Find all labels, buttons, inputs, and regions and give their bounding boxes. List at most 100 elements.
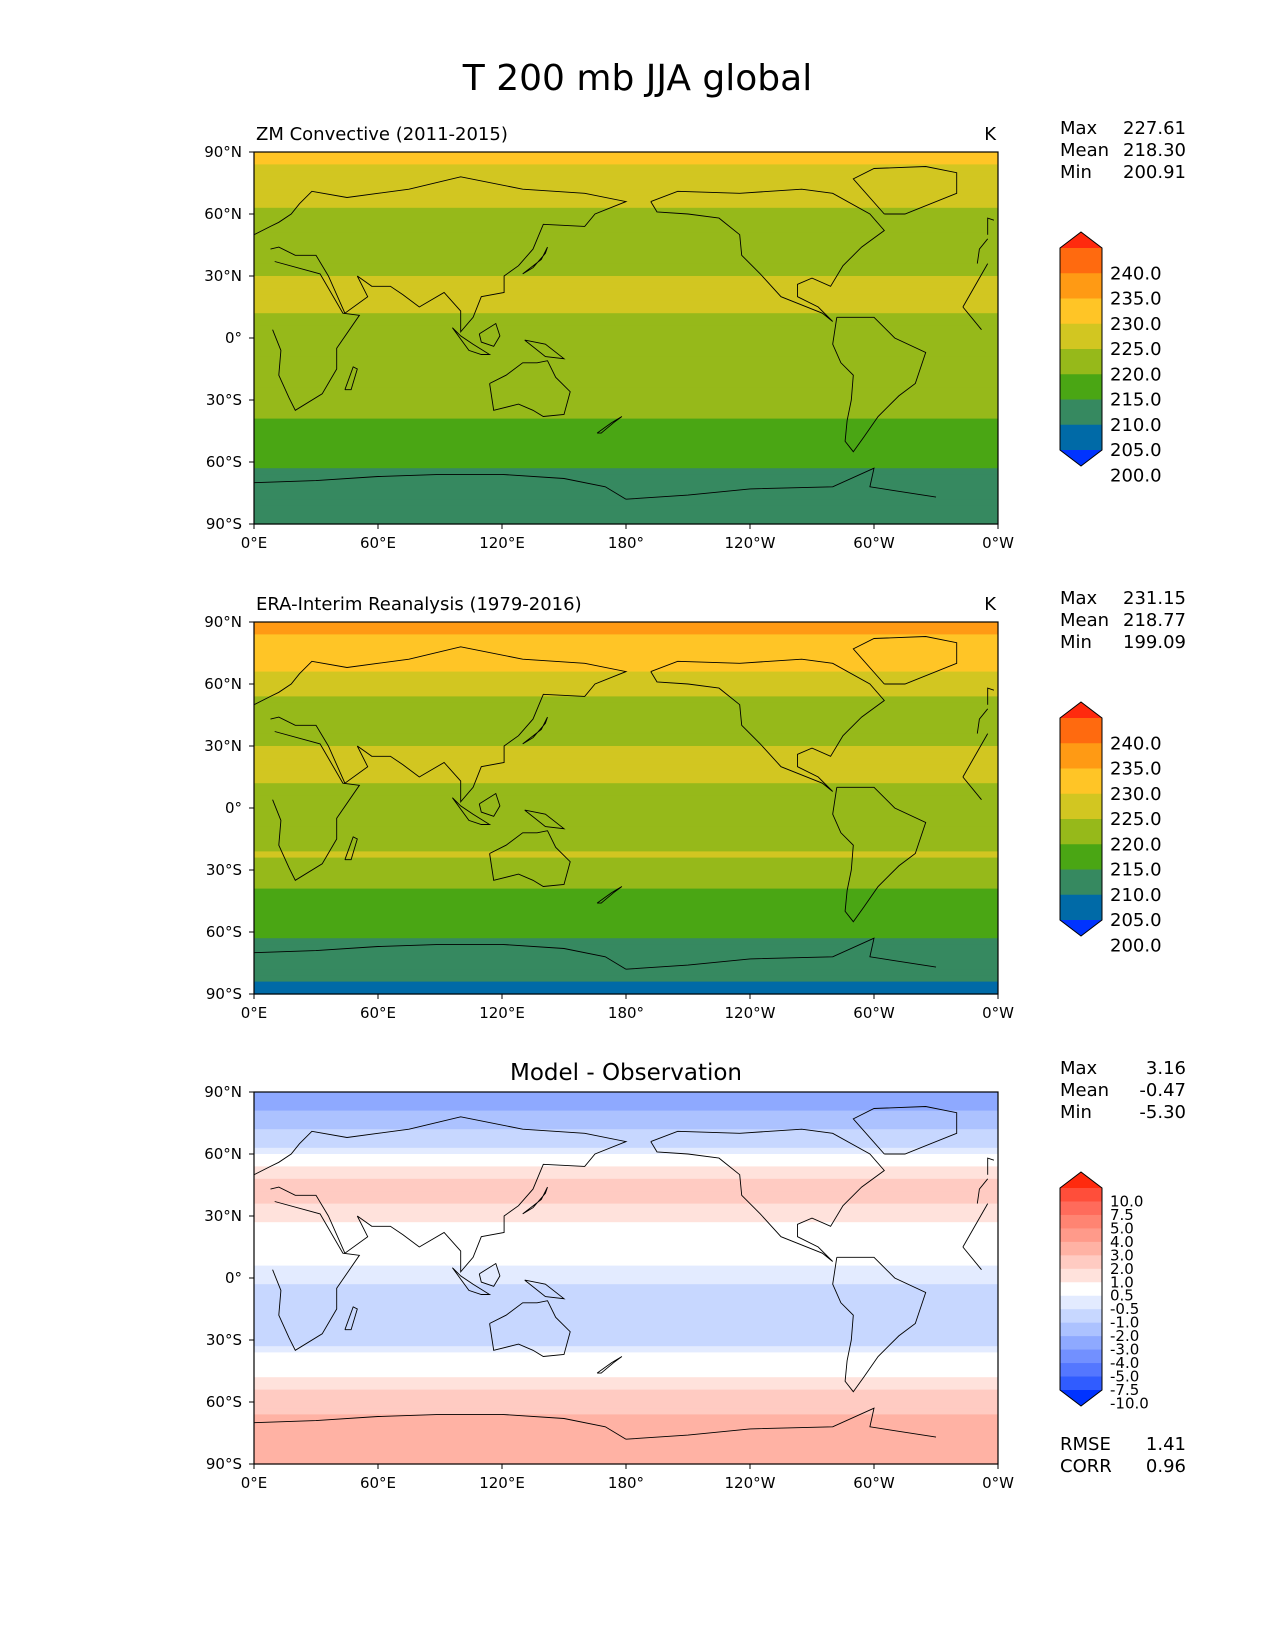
colorbar-segment xyxy=(1060,1255,1102,1270)
stat-value-mean: 218.30 xyxy=(1123,140,1186,161)
coastline xyxy=(832,316,927,453)
x-tick-label: 120°W xyxy=(725,1004,776,1022)
contour-band xyxy=(254,956,998,964)
contour-band xyxy=(254,319,998,327)
contour-band xyxy=(254,238,998,246)
colorbar-segment xyxy=(1060,1376,1102,1391)
coastlines xyxy=(254,166,995,500)
coastline xyxy=(254,473,627,500)
contour-band xyxy=(254,344,998,351)
coastline xyxy=(625,1407,937,1440)
contour-band xyxy=(254,925,998,933)
stat-label-max: Max xyxy=(1060,1058,1098,1079)
contour-band xyxy=(254,901,998,908)
contour-band xyxy=(254,739,998,747)
coastlines xyxy=(254,1106,995,1440)
contour-band xyxy=(254,331,998,339)
colorbar-segment xyxy=(1060,1309,1102,1324)
contour-band xyxy=(254,486,998,494)
stat-label-rmse: RMSE xyxy=(1060,1434,1111,1455)
contour-band xyxy=(254,189,998,196)
contour-band xyxy=(254,1451,998,1459)
coastline xyxy=(650,1128,885,1262)
colorbar-segment xyxy=(1060,1349,1102,1364)
colorbar-level-label: 230.0 xyxy=(1110,314,1162,335)
contour-band xyxy=(254,1160,998,1167)
colorbar-segment xyxy=(1060,1268,1102,1283)
contour-band xyxy=(254,245,998,252)
contour-band xyxy=(254,1104,998,1112)
colorbar-segment xyxy=(1060,1228,1102,1243)
contour-band xyxy=(254,721,998,728)
colorbar-level-label: -1.0 xyxy=(1110,1314,1139,1332)
contour-band xyxy=(254,1352,998,1360)
contour-band xyxy=(254,938,998,945)
contour-band xyxy=(254,746,998,753)
contour-band xyxy=(254,950,998,958)
x-tick-label: 120°W xyxy=(725,534,776,552)
coastline xyxy=(524,809,566,830)
contour-band xyxy=(254,634,998,642)
contour-band xyxy=(254,307,998,314)
colorbar-level-label: 230.0 xyxy=(1110,784,1162,805)
contour-band xyxy=(254,369,998,376)
colorbar-level-label: -7.5 xyxy=(1110,1381,1139,1399)
contour-band xyxy=(254,659,998,666)
contour-band xyxy=(254,214,998,221)
contour-band xyxy=(254,381,998,389)
contour-band xyxy=(254,356,998,364)
contour-band xyxy=(254,944,998,952)
contour-band xyxy=(254,665,998,673)
contour-band xyxy=(254,375,998,382)
contour-band xyxy=(254,690,998,697)
colorbar-level-label: 200.0 xyxy=(1110,465,1162,486)
colorbar-level-label: 7.5 xyxy=(1110,1206,1134,1224)
coastlines xyxy=(254,636,995,970)
coastline xyxy=(489,1300,571,1357)
coastline xyxy=(596,1356,623,1374)
colorbar-extend-min xyxy=(1060,450,1102,466)
stat-value-mean: -0.47 xyxy=(1139,1080,1186,1101)
colorbar-level-label: 205.0 xyxy=(1110,910,1162,931)
contour-band xyxy=(254,987,998,995)
colorbar-level-label: 200.0 xyxy=(1110,935,1162,956)
colorbar-segment xyxy=(1060,1363,1102,1378)
coastline xyxy=(832,1256,927,1393)
units-label: K xyxy=(984,594,997,615)
contour-band xyxy=(254,474,998,482)
colorbar-level-label: 2.0 xyxy=(1110,1260,1134,1278)
colorbar-segment xyxy=(1060,819,1102,845)
contour-band xyxy=(254,393,998,401)
contour-band xyxy=(254,325,998,333)
coastline xyxy=(976,708,989,734)
map-panel-1: ZM Convective (2011-2015) K 90°N 60°N 30°N 0°… xyxy=(204,118,1186,552)
x-tick-label: 180° xyxy=(608,1004,644,1022)
contour-band xyxy=(254,1358,998,1366)
contour-band xyxy=(254,170,998,178)
contour-band xyxy=(254,696,998,704)
contour-band xyxy=(254,870,998,877)
coastline xyxy=(478,322,501,347)
contour-band xyxy=(254,257,998,265)
contour-band xyxy=(254,851,998,859)
coastline xyxy=(976,238,989,264)
coastline xyxy=(832,786,927,923)
contour-band xyxy=(254,814,998,821)
contour-band xyxy=(254,152,998,159)
coastline xyxy=(524,1279,566,1300)
coastline xyxy=(625,467,937,500)
y-tick-label: 30°S xyxy=(206,1331,242,1349)
colorbar-segment xyxy=(1060,718,1102,744)
contour-band xyxy=(254,969,998,976)
contour-band xyxy=(254,313,998,320)
colorbar-level-label: 235.0 xyxy=(1110,289,1162,310)
panel-title: ZM Convective (2011-2015) xyxy=(256,124,508,145)
stat-label-mean: Mean xyxy=(1060,610,1109,631)
colorbar-segment xyxy=(1060,768,1102,795)
contour-band xyxy=(254,1315,998,1322)
contour-band xyxy=(254,406,998,413)
contour-band xyxy=(254,1340,998,1347)
colorbar-segment xyxy=(1060,1282,1102,1297)
y-tick-label: 30°S xyxy=(206,861,242,879)
contour-band xyxy=(254,400,998,407)
